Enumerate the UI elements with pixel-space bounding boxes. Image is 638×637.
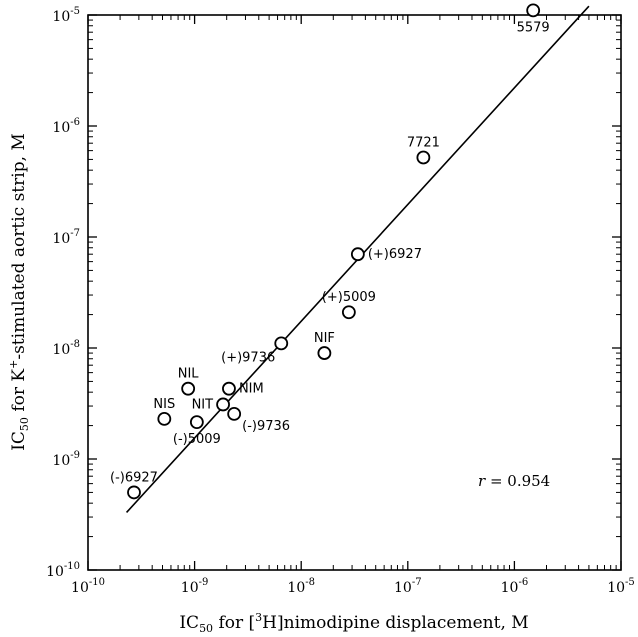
y-axis-ticks: 10-10 10-9 10-8 10-7 10-6 10-5	[46, 6, 621, 580]
correlation-annotation: r = 0.954	[478, 472, 550, 490]
x-tick-label: 10-10	[71, 577, 105, 596]
data-point	[227, 406, 242, 421]
data-point	[350, 247, 365, 262]
point-label: (-)9736	[242, 419, 290, 434]
data-point	[317, 346, 332, 360]
data-point	[127, 485, 141, 500]
data-point	[216, 397, 230, 412]
data-point	[274, 336, 289, 351]
y-tick-label: 10-9	[52, 450, 80, 469]
data-point	[341, 305, 356, 320]
y-tick-label: 10-8	[52, 339, 80, 358]
data-point	[526, 3, 541, 18]
data-points: 5579 7721 (+)6927 (+)5009 NIF (+)9736 NIL NIM NI…	[110, 3, 550, 500]
point-label: 7721	[407, 136, 440, 151]
y-tick-label: 10-7	[52, 228, 80, 247]
point-label: NIM	[239, 382, 264, 397]
x-tick-label: 10-8	[287, 577, 315, 596]
x-tick-label: 10-6	[501, 577, 529, 596]
point-label: (+)6927	[368, 247, 422, 262]
x-tick-label: 10-9	[181, 577, 209, 596]
point-label: NIL	[178, 367, 200, 382]
point-label: (+)5009	[322, 290, 376, 305]
point-label: NIS	[153, 397, 175, 412]
point-label: (+)9736	[221, 350, 275, 365]
point-label: (-)6927	[110, 470, 158, 485]
point-label: NIT	[192, 397, 214, 412]
y-tick-label: 10-10	[46, 561, 80, 580]
data-point	[157, 411, 172, 426]
data-point	[416, 150, 431, 165]
x-axis-ticks: 10-10 10-9 10-8 10-7 10-6 10-5	[71, 15, 635, 596]
point-label: 5579	[517, 20, 550, 35]
plot-frame	[87, 14, 622, 571]
x-axis-title: IC50 for [3H]nimodipine displacement, M	[179, 611, 528, 635]
y-axis-title: IC50 for K+-stimulated aortic strip, M	[7, 133, 31, 451]
point-label: NIF	[314, 331, 335, 346]
y-tick-label: 10-5	[52, 6, 80, 25]
x-tick-label: 10-5	[607, 577, 635, 596]
x-tick-label: 10-7	[394, 577, 422, 596]
point-label: (-)5009	[173, 432, 221, 447]
data-point	[189, 415, 204, 429]
data-point	[222, 381, 236, 396]
data-point	[181, 381, 196, 396]
y-tick-label: 10-6	[52, 117, 80, 136]
